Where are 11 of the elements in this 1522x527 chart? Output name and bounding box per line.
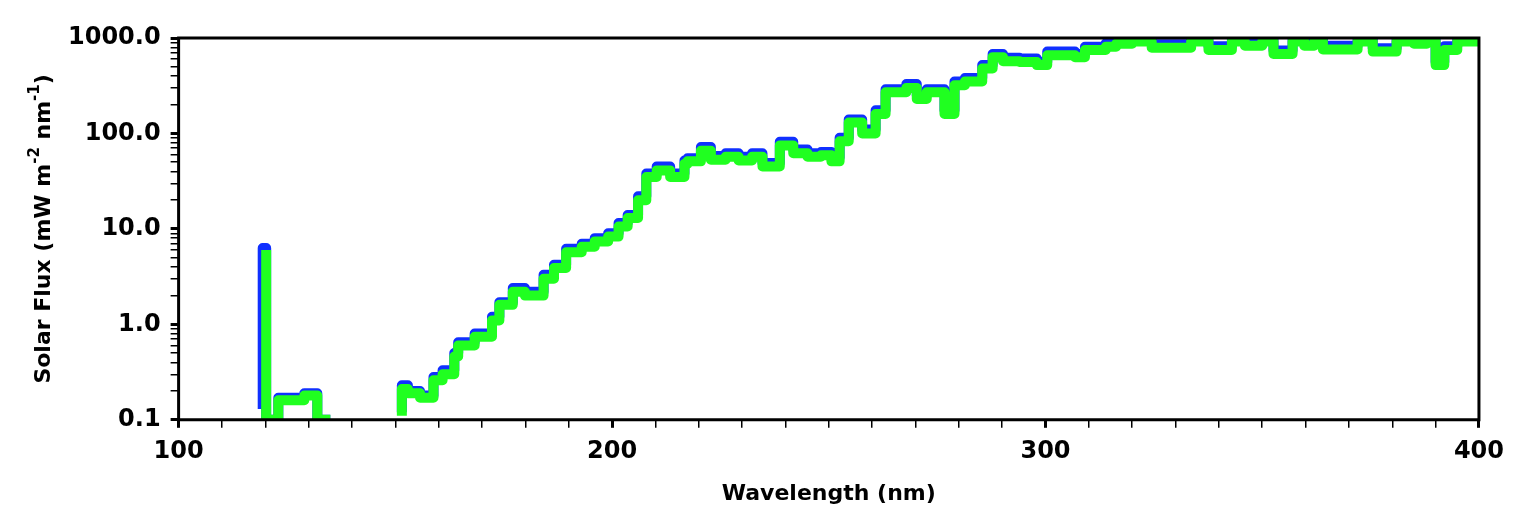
x-tick-label: 300 <box>1020 436 1071 465</box>
y-tick-label: 10.0 <box>101 213 161 242</box>
y-tick-label: 1.0 <box>118 308 161 337</box>
y-tick-label: 100.0 <box>84 117 161 146</box>
x-tick-label: 200 <box>587 436 638 465</box>
y-tick-label: 1000.0 <box>67 22 161 51</box>
y-tick-label: 0.1 <box>118 404 161 433</box>
y-axis-title: Solar Flux (mW m-2 nm-1) <box>25 74 55 384</box>
x-tick-label: 400 <box>1453 436 1505 465</box>
x-tick-label: 100 <box>153 436 204 465</box>
x-axis-title: Wavelength (nm) <box>721 479 936 505</box>
